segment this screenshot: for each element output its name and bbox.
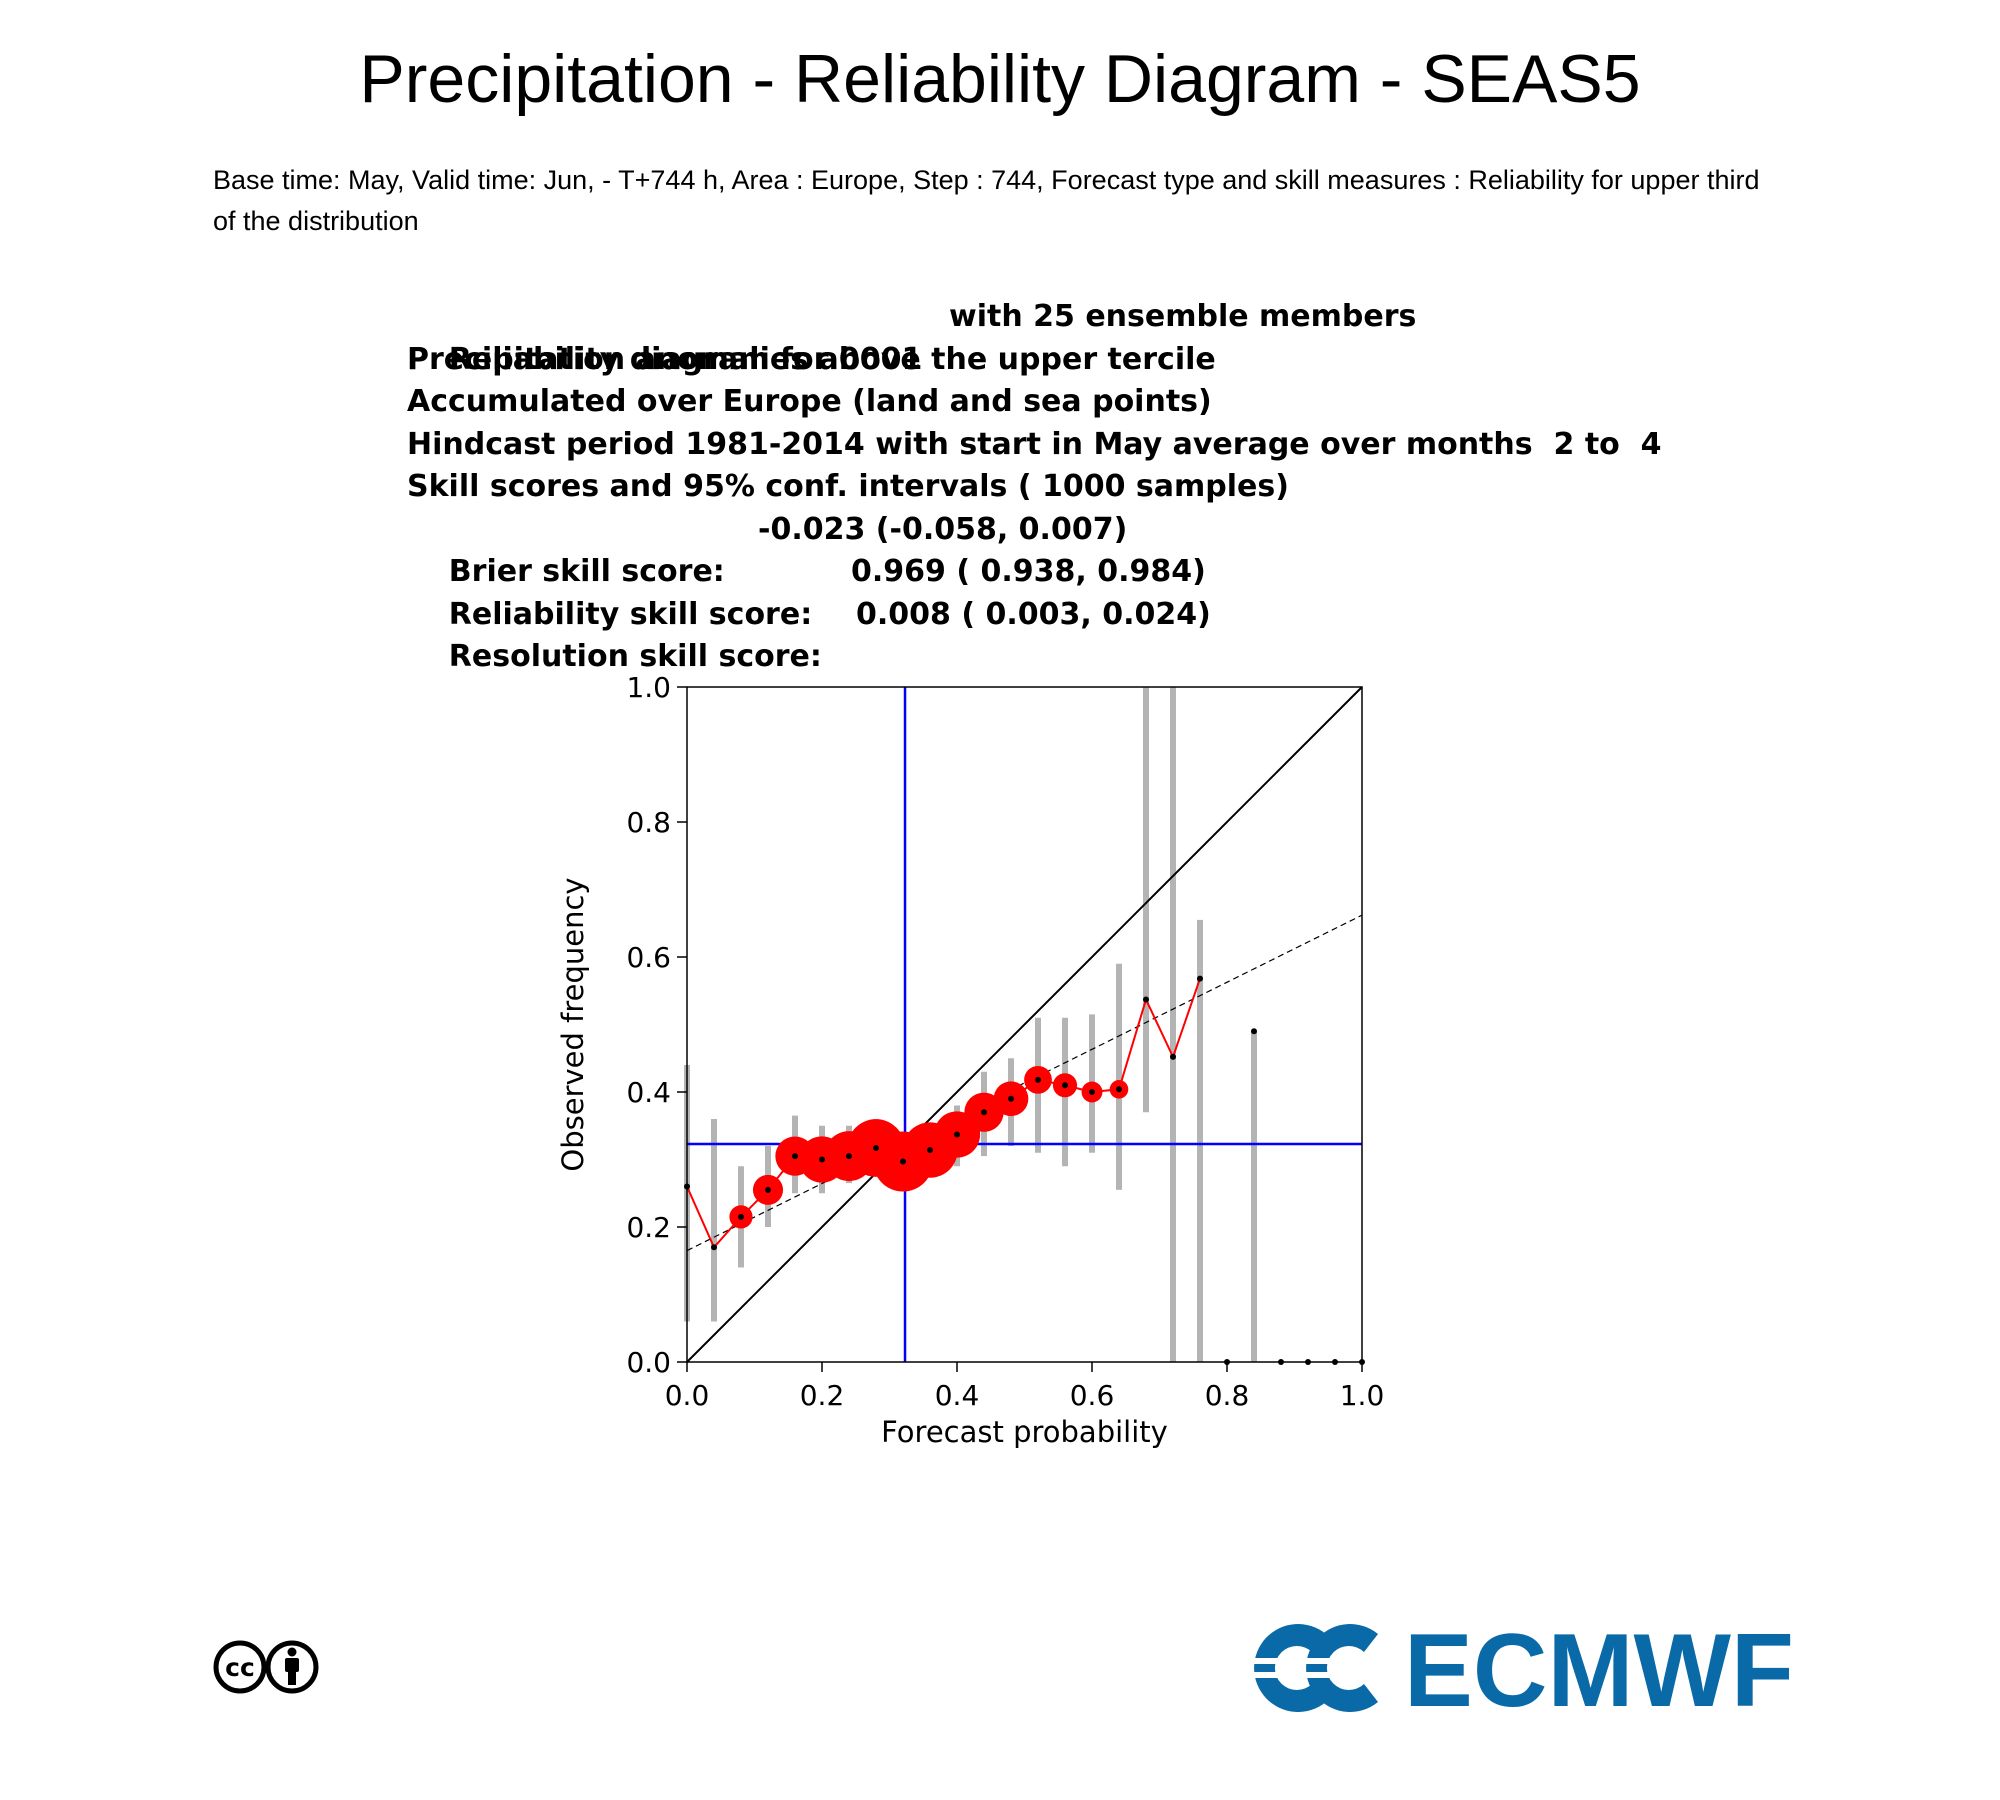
ecmwf-wordmark: ECMWF xyxy=(1404,1618,1794,1718)
y-tick-label: 1.0 xyxy=(626,671,671,704)
observed-point xyxy=(738,1213,744,1220)
brier-score-line: Brier skill score: -0.023 (-0.058, 0.007) xyxy=(407,509,1662,590)
y-tick-label: 0.8 xyxy=(626,806,671,839)
ecmwf-mark-line-2 xyxy=(1248,1672,1398,1678)
x-tick-label: 0.6 xyxy=(1070,1379,1115,1412)
info-block: Reliability diagram for 0001 with 25 ense… xyxy=(407,296,1662,675)
page-subtitle: Base time: May, Valid time: Jun, - T+744… xyxy=(213,165,1760,236)
by-body xyxy=(285,1658,299,1672)
observed-point xyxy=(846,1153,852,1160)
x-tick-label: 0.2 xyxy=(800,1379,845,1412)
by-legs xyxy=(288,1671,296,1685)
reliability-score-value: 0.969 ( 0.938, 0.984) xyxy=(851,554,1206,589)
observed-point xyxy=(1251,1028,1257,1035)
y-tick-label: 0.2 xyxy=(626,1211,671,1244)
x-tick-label: 1.0 xyxy=(1340,1379,1385,1412)
observed-point xyxy=(819,1156,825,1163)
y-axis-label: Observed frequency xyxy=(556,877,590,1171)
observed-point xyxy=(1116,1086,1122,1093)
info-line-1-b: with 25 ensemble members xyxy=(949,299,1417,334)
info-line-1-a: Reliability diagram for 0001 xyxy=(448,341,923,377)
x-tick-label: 0.8 xyxy=(1205,1379,1250,1412)
resolution-score-line: Resolution skill score: 0.008 ( 0.003, 0.… xyxy=(407,594,1662,675)
brier-score-value: -0.023 (-0.058, 0.007) xyxy=(758,511,1128,547)
info-line-5: Skill scores and 95% conf. intervals ( 1… xyxy=(407,469,1289,504)
observed-point xyxy=(792,1153,798,1160)
cc-text: cc xyxy=(225,1653,255,1682)
y-tick-label: 0.6 xyxy=(626,941,671,974)
observed-point xyxy=(954,1131,960,1138)
reliability-score-label: Reliability skill score: xyxy=(448,596,813,632)
sample-size-dots xyxy=(729,1065,1129,1229)
brier-score-label: Brier skill score: xyxy=(448,554,725,589)
ecmwf-mark-line xyxy=(1248,1658,1398,1664)
regression-fit-line xyxy=(686,914,1363,1252)
ecmwf-mark-icon xyxy=(1254,1624,1326,1712)
observed-point xyxy=(900,1158,906,1165)
plot-frame xyxy=(686,686,1363,1363)
observed-point xyxy=(1143,996,1149,1003)
resolution-score-label: Resolution skill score: xyxy=(448,639,822,674)
page-title: Precipitation - Reliability Diagram - SE… xyxy=(359,41,1641,117)
observed-point xyxy=(927,1147,933,1154)
observed-point xyxy=(981,1109,987,1116)
resolution-score-value: 0.008 ( 0.003, 0.024) xyxy=(856,596,1211,632)
y-tick-label: 0.0 xyxy=(626,1346,671,1379)
error-bars xyxy=(684,687,1257,1362)
observed-point xyxy=(873,1145,879,1152)
observed-point xyxy=(765,1186,771,1193)
y-tick-label: 0.4 xyxy=(626,1076,671,1109)
by-head xyxy=(287,1647,297,1657)
observed-point xyxy=(1062,1082,1068,1089)
info-line-4: Hindcast period 1981-2014 with start in … xyxy=(407,426,1662,462)
x-axis-label: Forecast probability xyxy=(881,1415,1168,1449)
observed-point xyxy=(1089,1089,1095,1095)
observed-point xyxy=(1008,1095,1014,1102)
info-line-2: Precipitation anomalies above the upper … xyxy=(407,341,1216,377)
info-line-1: Reliability diagram for 0001 with 25 ense… xyxy=(407,296,1662,377)
observed-point xyxy=(1035,1076,1041,1083)
observed-point xyxy=(1170,1053,1176,1060)
x-tick-label: 0.0 xyxy=(665,1379,710,1412)
ecmwf-mark-icon-2 xyxy=(1306,1624,1378,1712)
creative-commons-logo: cc xyxy=(213,1640,319,1694)
observed-point xyxy=(1197,975,1203,982)
ecmwf-logo: ECMWF xyxy=(1248,1618,1794,1718)
reliability-curve xyxy=(686,978,1201,1250)
reliability-score-line: Reliability skill score: 0.969 ( 0.938, 0… xyxy=(407,551,1662,632)
observed-point xyxy=(711,1244,717,1251)
perfect-reliability-diagonal xyxy=(686,686,1363,1363)
cc-icon xyxy=(213,1640,267,1694)
x-tick-label: 0.4 xyxy=(935,1379,980,1412)
info-line-3: Accumulated over Europe (land and sea po… xyxy=(407,384,1212,419)
axis-ticks: 0.0 0.2 0.4 0.6 0.8 1.0 0.0 0.2 0.4 0.6 0.8 1.0 xyxy=(626,671,1384,1412)
